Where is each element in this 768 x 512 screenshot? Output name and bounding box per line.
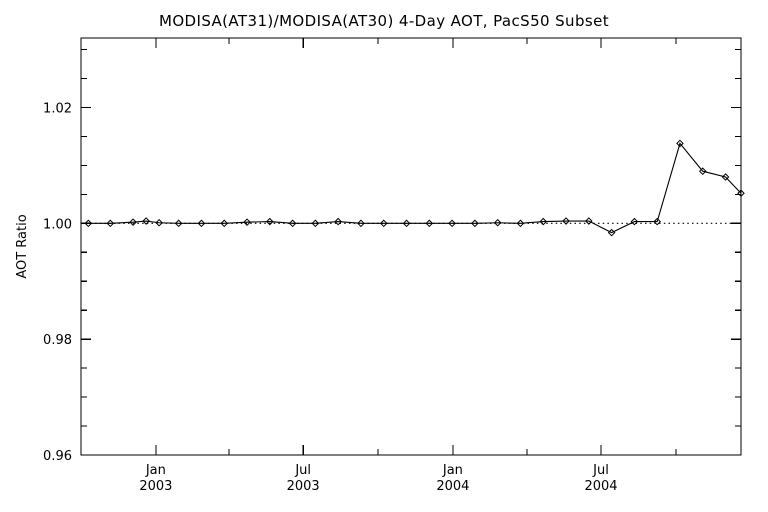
data-point-marker xyxy=(721,173,730,181)
y-axis-tick-label: 0.98 xyxy=(43,333,72,348)
axes-group xyxy=(80,37,742,456)
data-point-marker xyxy=(379,219,388,228)
y-axis-tick-label: 0.96 xyxy=(43,449,72,464)
data-point-marker xyxy=(493,218,502,227)
data-point-marker xyxy=(630,217,639,226)
x-axis-tick-label-month: Jan xyxy=(145,463,166,478)
data-point-marker xyxy=(84,219,93,228)
data-point-marker xyxy=(425,219,434,228)
data-point-marker xyxy=(448,219,456,228)
data-point-marker xyxy=(142,217,150,225)
series-line xyxy=(88,142,742,234)
data-point-marker xyxy=(129,218,137,226)
data-point-marker xyxy=(334,217,342,226)
x-axis-tick-label-month: Jul xyxy=(592,463,609,478)
y-axis-tick-label: 1.00 xyxy=(43,217,72,232)
data-point-marker xyxy=(653,217,661,226)
x-axis-tick-label-year: 2004 xyxy=(584,479,617,494)
data-point-marker xyxy=(197,219,206,228)
y-axis-tick-label: 1.02 xyxy=(43,102,72,117)
data-point-marker xyxy=(676,139,684,148)
plot-frame-overlay xyxy=(80,37,742,456)
data-point-marker xyxy=(174,219,183,228)
data-point-marker xyxy=(311,219,320,228)
data-point-marker xyxy=(585,217,593,225)
data-point-marker xyxy=(471,219,479,228)
x-axis-tick-label-year: 2004 xyxy=(436,479,469,494)
data-point-marker xyxy=(357,219,365,228)
data-point-marker xyxy=(539,217,548,226)
data-point-marker xyxy=(562,217,570,225)
data-series-group xyxy=(84,139,745,237)
data-point-marker xyxy=(106,219,115,228)
plot-frame xyxy=(80,37,742,456)
data-point-marker xyxy=(607,228,616,237)
x-axis-tick-label-month: Jul xyxy=(294,463,311,478)
data-point-marker xyxy=(698,167,707,176)
ticks-group xyxy=(81,38,741,456)
x-axis-tick-label-year: 2003 xyxy=(287,479,320,494)
data-point-marker xyxy=(402,219,411,228)
data-point-marker xyxy=(288,219,297,228)
data-point-marker xyxy=(220,219,229,228)
data-point-marker xyxy=(243,218,251,226)
x-axis-tick-label-year: 2003 xyxy=(139,479,172,494)
x-axis-tick-label-month: Jan xyxy=(442,463,463,478)
chart-title: MODISA(AT31)/MODISA(AT30) 4-Day AOT, Pac… xyxy=(159,12,609,30)
data-point-marker xyxy=(155,218,163,227)
tick-labels-group: 0.960.981.001.02Jan2003Jul2003Jan2004Jul… xyxy=(15,37,742,494)
data-point-marker xyxy=(516,219,525,228)
y-axis-title: AOT Ratio xyxy=(15,214,30,278)
data-point-marker xyxy=(265,217,274,226)
